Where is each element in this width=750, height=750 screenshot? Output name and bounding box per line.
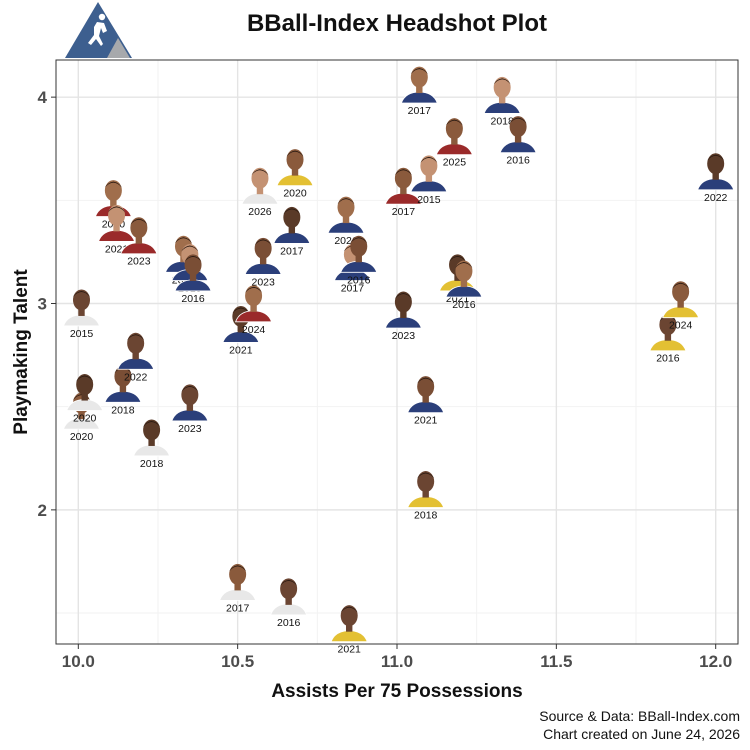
player-headshot-point: 2024: [662, 281, 700, 332]
player-headshot-point: 2017: [219, 563, 257, 614]
axis-ticks: 10.0 10.5 11.0 11.5 12.0 2 3 4: [38, 88, 733, 671]
x-tick-label: 10.0: [62, 652, 95, 671]
point-year-label: 2017: [408, 105, 432, 117]
x-tick-label: 11.0: [381, 652, 413, 671]
player-headshot-point: 2016: [270, 578, 308, 629]
caption-date: Chart created on June 24, 2026: [543, 726, 740, 742]
y-tick-label: 3: [38, 295, 47, 314]
point-year-label: 2021: [338, 644, 362, 656]
player-headshot-point: 2017: [400, 66, 438, 117]
player-headshot-point: 2025: [435, 118, 473, 169]
point-year-label: 2021: [414, 415, 438, 427]
point-year-label: 2023: [251, 276, 275, 288]
player-headshot-point: 2016: [174, 254, 212, 305]
player-headshot-point: 2016: [649, 314, 687, 365]
point-year-label: 2017: [226, 602, 250, 614]
player-headshot-point: 2020: [66, 374, 104, 425]
point-year-label: 2020: [70, 431, 94, 443]
point-year-label: 2017: [280, 245, 304, 257]
point-year-label: 2017: [341, 283, 365, 295]
point-year-label: 2025: [443, 157, 467, 169]
player-headshot-point: 2023: [171, 384, 209, 435]
x-tick-label: 11.5: [540, 652, 572, 671]
point-year-label: 2016: [347, 274, 371, 286]
player-headshot-point: 2017: [384, 167, 422, 218]
y-tick-label: 2: [38, 501, 47, 520]
x-axis-title: Assists Per 75 Possessions: [271, 681, 522, 702]
player-headshot-point: 2026: [241, 167, 279, 218]
player-headshot-point: 2016: [445, 260, 483, 311]
point-year-label: 2026: [248, 206, 272, 218]
caption-source: Source & Data: BBall-Index.com: [539, 708, 740, 724]
x-tick-label: 12.0: [699, 652, 732, 671]
player-headshot-point: 2015: [410, 155, 448, 206]
player-headshot-point: 2023: [244, 237, 282, 288]
point-year-label: 2016: [277, 617, 301, 629]
player-headshot-point: 2018: [407, 471, 445, 522]
point-year-label: 2016: [506, 155, 530, 167]
point-year-label: 2022: [704, 192, 728, 204]
player-headshot-point: 2022: [697, 153, 735, 204]
point-year-label: 2016: [181, 293, 205, 305]
player-headshot-point: 2016: [499, 116, 537, 167]
player-headshot-point: 2015: [62, 289, 101, 340]
x-tick-label: 10.5: [221, 652, 254, 671]
player-headshot-point: 2016: [340, 235, 378, 286]
point-year-label: 2016: [452, 299, 476, 311]
y-axis-title: Playmaking Talent: [11, 269, 32, 435]
y-tick-label: 4: [38, 88, 48, 107]
bball-index-logo-icon: [65, 2, 132, 58]
point-year-label: 2023: [392, 330, 416, 342]
player-headshot-point: 2024: [235, 285, 273, 336]
chart-title: BBall-Index Headshot Plot: [247, 10, 547, 37]
player-headshot-point: 2020: [276, 149, 314, 200]
point-year-label: 2018: [111, 404, 135, 416]
player-headshot-point: 2018: [483, 76, 521, 127]
player-headshot-point: 2018: [133, 419, 171, 470]
player-headshot-point: 2017: [273, 206, 311, 257]
point-year-label: 2016: [656, 353, 680, 365]
point-year-label: 2017: [392, 206, 416, 218]
player-headshot-point: 2021: [330, 605, 368, 656]
point-year-label: 2020: [283, 188, 307, 200]
player-headshot-point: 2021: [327, 196, 365, 247]
point-year-label: 2018: [414, 510, 438, 522]
point-year-label: 2022: [124, 371, 148, 383]
player-headshot-point: 2023: [120, 217, 158, 268]
point-year-label: 2020: [73, 413, 97, 425]
point-year-label: 2018: [140, 458, 164, 470]
data-points: 2015 2020 2020 2020 2021 2018 2022 2023 2018 2018…: [62, 66, 735, 656]
player-headshot-point: 2021: [407, 376, 445, 427]
player-headshot-point: 2022: [117, 332, 155, 383]
point-year-label: 2023: [127, 256, 151, 268]
point-year-label: 2018: [490, 115, 514, 127]
point-year-label: 2015: [417, 194, 441, 206]
point-year-label: 2021: [229, 344, 253, 356]
point-year-label: 2024: [669, 320, 693, 332]
point-year-label: 2015: [70, 328, 94, 340]
grid-lines: [56, 60, 738, 644]
player-headshot-point: 2021: [97, 204, 136, 255]
point-year-label: 2023: [178, 423, 202, 435]
point-year-label: 2024: [242, 324, 266, 336]
player-headshot-point: 2023: [384, 291, 422, 342]
